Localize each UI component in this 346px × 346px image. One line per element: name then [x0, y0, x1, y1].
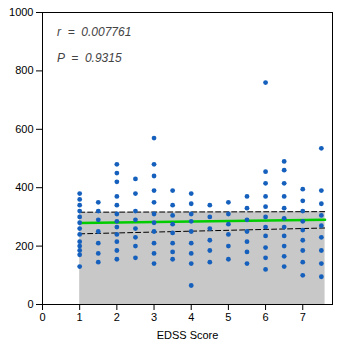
- svg-text:6: 6: [263, 311, 269, 323]
- svg-text:0: 0: [39, 311, 45, 323]
- svg-text:5: 5: [225, 311, 231, 323]
- svg-text:2: 2: [114, 311, 120, 323]
- svg-text:1000: 1000: [9, 6, 33, 18]
- svg-text:400: 400: [15, 181, 33, 193]
- svg-text:200: 200: [15, 240, 33, 252]
- svg-text:600: 600: [15, 123, 33, 135]
- svg-text:7: 7: [300, 311, 306, 323]
- svg-text:4: 4: [188, 311, 194, 323]
- svg-text:0: 0: [27, 298, 33, 310]
- svg-text:r = 0.007761: r = 0.007761: [57, 25, 131, 39]
- svg-text:3: 3: [151, 311, 157, 323]
- svg-text:EDSS Score: EDSS Score: [157, 329, 219, 341]
- svg-text:P = 0.9315: P = 0.9315: [57, 51, 122, 65]
- svg-text:800: 800: [15, 64, 33, 76]
- svg-text:1: 1: [77, 311, 83, 323]
